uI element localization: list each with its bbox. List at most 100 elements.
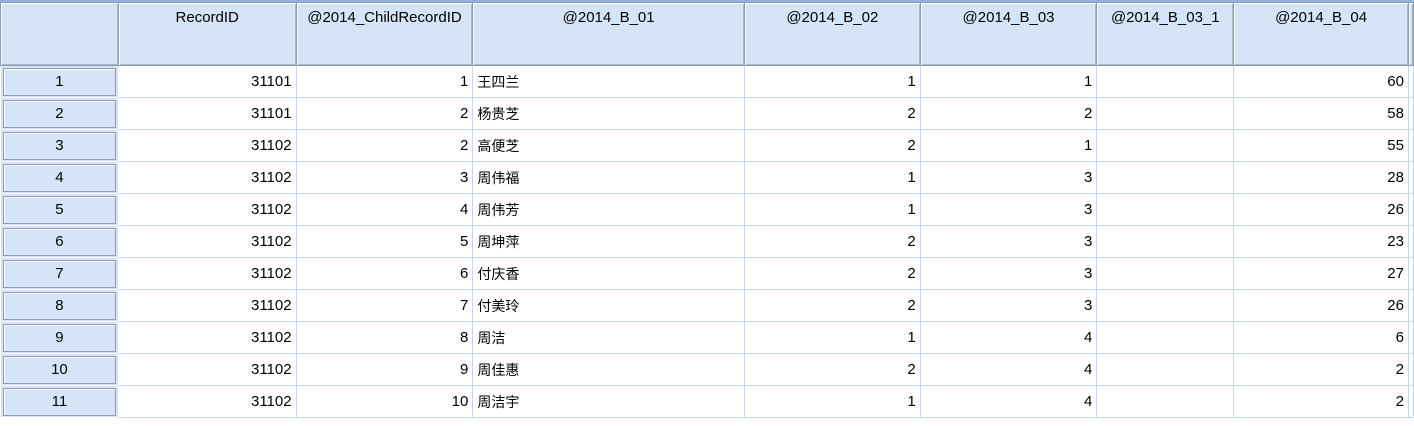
data-cell[interactable]: 1 [743,385,921,418]
data-cell[interactable] [1096,353,1235,386]
column-header[interactable]: @2014_B_03 [919,2,1098,66]
data-cell[interactable]: 31102 [117,193,297,226]
row-header[interactable]: 5 [0,193,119,226]
data-cell[interactable]: 3 [919,289,1098,322]
data-cell[interactable] [1096,65,1235,98]
data-cell[interactable]: 2 [743,97,921,130]
row-header[interactable]: 8 [0,289,119,322]
data-cell[interactable]: 1 [743,193,921,226]
data-cell[interactable]: 2 [743,129,921,162]
data-cell[interactable]: 2 [1233,385,1409,418]
row-number: 7 [3,259,116,288]
data-cell[interactable]: 31102 [117,289,297,322]
data-cell[interactable]: 2 [1233,353,1409,386]
data-cell[interactable]: 3 [919,193,1098,226]
table-row: 7 31102 6 付庆香 2 3 27 [0,257,1414,290]
data-cell[interactable]: 3 [919,225,1098,258]
data-cell[interactable]: 1 [743,65,921,98]
data-cell[interactable]: 2 [743,257,921,290]
data-cell[interactable]: 1 [295,65,474,98]
data-cell[interactable]: 周伟芳 [472,193,745,226]
data-cell[interactable]: 58 [1233,97,1409,130]
data-cell[interactable]: 31102 [117,353,297,386]
data-cell[interactable]: 31102 [117,385,297,418]
data-cell[interactable]: 1 [919,129,1098,162]
data-cell[interactable]: 周洁 [472,321,745,354]
data-cell[interactable]: 26 [1233,289,1409,322]
data-cell[interactable]: 27 [1233,257,1409,290]
data-cell[interactable]: 2 [919,97,1098,130]
data-cell[interactable]: 2 [743,289,921,322]
data-cell[interactable]: 3 [919,257,1098,290]
data-cell[interactable]: 周伟福 [472,161,745,194]
row-number: 1 [3,67,116,96]
data-cell[interactable]: 60 [1233,65,1409,98]
overflow-cell [1407,129,1414,162]
data-cell[interactable]: 杨贵芝 [472,97,745,130]
column-header[interactable]: RecordID [117,2,297,66]
overflow-cell [1407,321,1414,354]
data-cell[interactable] [1096,129,1235,162]
data-cell[interactable] [1096,161,1235,194]
data-cell[interactable]: 9 [295,353,474,386]
data-cell[interactable]: 2 [743,353,921,386]
column-header[interactable]: @2014_B_04 [1233,2,1409,66]
data-cell[interactable]: 1 [743,321,921,354]
row-header[interactable]: 4 [0,161,119,194]
data-cell[interactable]: 3 [919,161,1098,194]
data-cell[interactable] [1096,193,1235,226]
data-cell[interactable] [1096,385,1235,418]
data-cell[interactable]: 周佳惠 [472,353,745,386]
data-cell[interactable] [1096,289,1235,322]
row-header[interactable]: 9 [0,321,119,354]
row-header[interactable]: 11 [0,385,119,418]
data-cell[interactable]: 付庆香 [472,257,745,290]
data-cell[interactable]: 8 [295,321,474,354]
data-cell[interactable] [1096,97,1235,130]
data-cell[interactable]: 王四兰 [472,65,745,98]
data-cell[interactable]: 周洁宇 [472,385,745,418]
data-cell[interactable]: 31102 [117,129,297,162]
data-cell[interactable]: 2 [295,129,474,162]
data-cell[interactable]: 31102 [117,257,297,290]
data-cell[interactable]: 1 [919,65,1098,98]
row-header[interactable]: 7 [0,257,119,290]
data-cell[interactable]: 4 [919,321,1098,354]
data-cell[interactable]: 31102 [117,225,297,258]
data-cell[interactable]: 高便芝 [472,129,745,162]
row-header[interactable]: 3 [0,129,119,162]
data-cell[interactable]: 31102 [117,161,297,194]
data-cell[interactable]: 1 [743,161,921,194]
data-cell[interactable]: 26 [1233,193,1409,226]
data-cell[interactable]: 6 [295,257,474,290]
data-cell[interactable]: 5 [295,225,474,258]
data-cell[interactable] [1096,225,1235,258]
data-cell[interactable]: 2 [295,97,474,130]
row-header[interactable]: 10 [0,353,119,386]
column-header[interactable]: @2014_B_02 [743,2,921,66]
data-cell[interactable]: 55 [1233,129,1409,162]
data-cell[interactable]: 23 [1233,225,1409,258]
data-cell[interactable]: 31102 [117,321,297,354]
data-cell[interactable] [1096,257,1235,290]
data-cell[interactable]: 4 [919,385,1098,418]
data-cell[interactable]: 10 [295,385,474,418]
data-cell[interactable]: 周坤萍 [472,225,745,258]
data-cell[interactable]: 31101 [117,97,297,130]
data-cell[interactable]: 28 [1233,161,1409,194]
data-cell[interactable] [1096,321,1235,354]
column-header[interactable]: @2014_B_01 [472,2,745,66]
data-cell[interactable]: 4 [295,193,474,226]
data-cell[interactable]: 付美玲 [472,289,745,322]
data-cell[interactable]: 4 [919,353,1098,386]
row-header[interactable]: 2 [0,97,119,130]
row-header[interactable]: 1 [0,65,119,98]
column-header[interactable]: @2014_ChildRecordID [295,2,474,66]
data-cell[interactable]: 2 [743,225,921,258]
data-cell[interactable]: 31101 [117,65,297,98]
data-cell[interactable]: 3 [295,161,474,194]
row-header[interactable]: 6 [0,225,119,258]
data-cell[interactable]: 6 [1233,321,1409,354]
data-cell[interactable]: 7 [295,289,474,322]
column-header[interactable]: @2014_B_03_1 [1096,2,1235,66]
